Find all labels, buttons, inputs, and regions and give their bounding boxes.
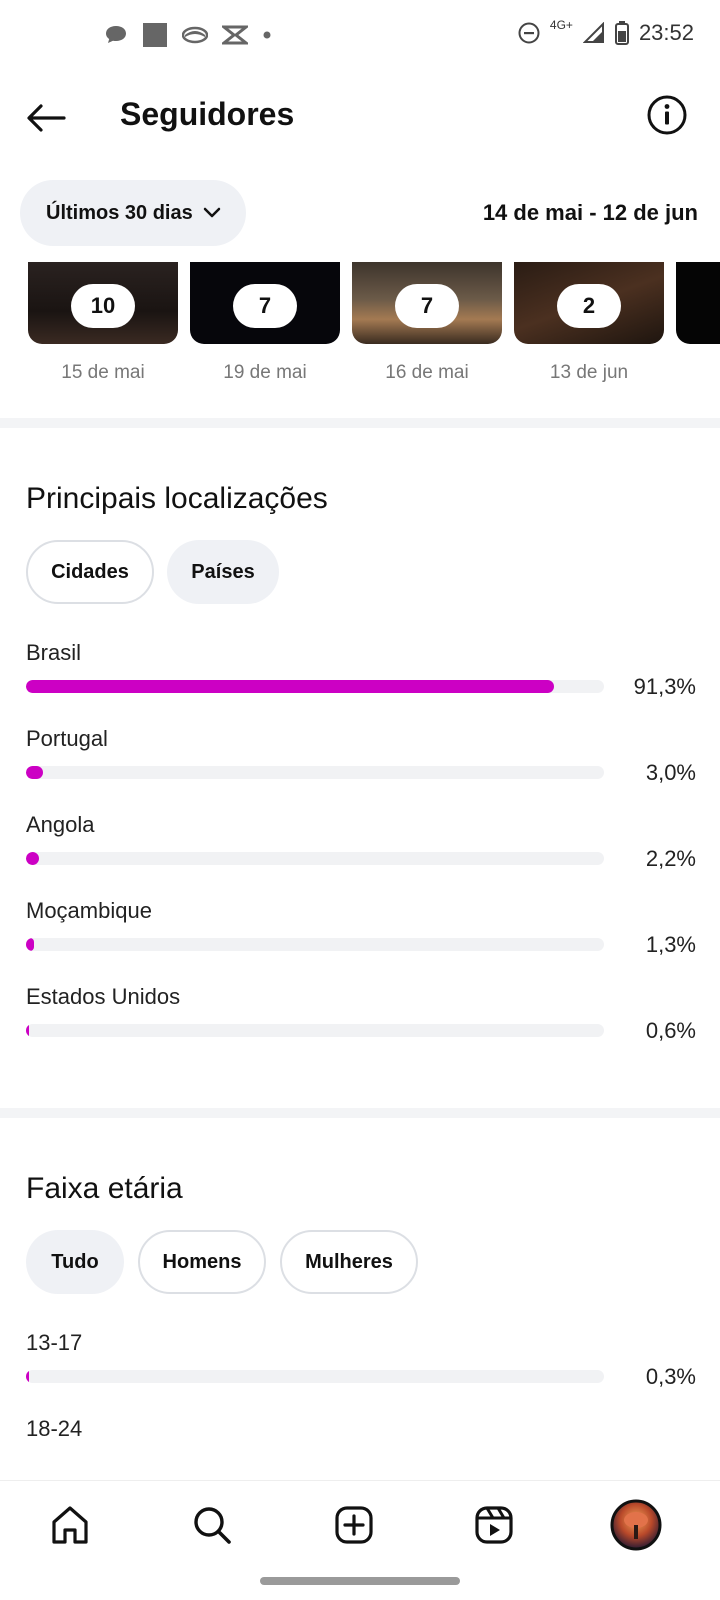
location-row: Brasil 91,3% bbox=[26, 640, 696, 720]
bar-fill bbox=[26, 1370, 29, 1383]
thumbnail-date: 15 de mai bbox=[61, 362, 145, 383]
content-thumbnail[interactable] bbox=[676, 262, 720, 344]
page-title: Seguidores bbox=[120, 96, 295, 132]
location-percent: 3,0% bbox=[645, 760, 696, 785]
location-name: Angola bbox=[26, 812, 95, 837]
age-row: 18-24 bbox=[26, 1416, 696, 1496]
info-icon bbox=[647, 95, 687, 135]
profile-avatar bbox=[610, 1499, 662, 1551]
create-icon bbox=[335, 1506, 373, 1544]
eye-icon bbox=[182, 26, 208, 44]
location-row: Portugal 3,0% bbox=[26, 726, 696, 806]
location-row: Angola 2,2% bbox=[26, 812, 696, 892]
dot-icon bbox=[263, 31, 271, 39]
do-not-disturb-icon bbox=[518, 22, 540, 44]
bar-track bbox=[26, 1370, 604, 1383]
chevron-down-icon bbox=[203, 207, 220, 218]
tab-men[interactable]: Homens bbox=[138, 1230, 266, 1294]
nav-create-button[interactable] bbox=[326, 1497, 382, 1553]
date-range: 14 de mai - 12 de jun bbox=[482, 200, 698, 225]
network-type: 4G+ bbox=[549, 18, 573, 32]
content-thumbnail[interactable]: 7 bbox=[352, 262, 502, 344]
tab-all[interactable]: Tudo bbox=[26, 1230, 124, 1294]
period-label: Últimos 30 dias bbox=[46, 201, 193, 224]
nav-profile-button[interactable] bbox=[608, 1497, 664, 1553]
age-row: 13-17 0,3% bbox=[26, 1330, 696, 1410]
content-thumbnail[interactable]: 2 bbox=[514, 262, 664, 344]
location-row: Moçambique 1,3% bbox=[26, 898, 696, 978]
location-percent: 2,2% bbox=[645, 846, 696, 871]
home-icon bbox=[52, 1506, 88, 1544]
bar-track bbox=[26, 766, 604, 779]
content-thumbnail[interactable]: 10 bbox=[28, 262, 178, 344]
notification-icons bbox=[104, 22, 272, 48]
location-percent: 1,3% bbox=[645, 932, 696, 957]
age-range: 13-17 bbox=[26, 1330, 83, 1355]
bar-track bbox=[26, 938, 604, 951]
location-name: Portugal bbox=[26, 726, 108, 751]
content-thumbnails: 10 15 de mai 7 19 de mai 7 16 de mai 2 1… bbox=[0, 262, 720, 412]
bottom-navigation bbox=[0, 1480, 720, 1600]
period-dropdown[interactable]: Últimos 30 dias bbox=[20, 180, 246, 246]
arrow-left-icon bbox=[27, 104, 66, 132]
location-name: Estados Unidos bbox=[26, 984, 181, 1009]
location-percent: 91,3% bbox=[633, 674, 696, 699]
locations-title: Principais localizações bbox=[26, 482, 328, 515]
follow-count-badge: 7 bbox=[233, 284, 297, 328]
content-thumbnail[interactable]: 7 bbox=[190, 262, 340, 344]
follow-count-badge: 7 bbox=[395, 284, 459, 328]
age-range: 18-24 bbox=[26, 1416, 83, 1441]
clock: 23:52 bbox=[638, 20, 694, 45]
section-divider bbox=[0, 1108, 720, 1118]
nav-search-button[interactable] bbox=[184, 1497, 240, 1553]
gesture-home-bar[interactable] bbox=[260, 1577, 460, 1585]
status-bar: 4G+ 23:52 bbox=[0, 0, 720, 72]
nav-home-button[interactable] bbox=[42, 1497, 98, 1553]
square-icon bbox=[143, 23, 167, 47]
tab-countries[interactable]: Países bbox=[167, 540, 279, 604]
tab-women[interactable]: Mulheres bbox=[280, 1230, 418, 1294]
bar-fill bbox=[26, 852, 39, 865]
age-percent: 0,3% bbox=[645, 1364, 696, 1389]
search-icon bbox=[194, 1507, 231, 1544]
location-name: Moçambique bbox=[26, 898, 152, 923]
location-row: Estados Unidos 0,6% bbox=[26, 984, 696, 1064]
info-button[interactable] bbox=[646, 94, 688, 136]
top-app-bar: Seguidores bbox=[0, 78, 720, 158]
back-button[interactable] bbox=[24, 98, 68, 138]
location-percent: 0,6% bbox=[645, 1018, 696, 1043]
signal-icon bbox=[582, 22, 604, 43]
section-divider bbox=[0, 418, 720, 428]
bar-track bbox=[26, 1024, 604, 1037]
tab-cities[interactable]: Cidades bbox=[26, 540, 154, 604]
nav-reels-button[interactable] bbox=[466, 1497, 522, 1553]
chat-bubble-icon bbox=[106, 26, 126, 43]
thumbnail-date: 13 de jun bbox=[549, 362, 629, 383]
battery-icon bbox=[614, 21, 629, 45]
bar-fill bbox=[26, 938, 34, 951]
capcut-icon bbox=[222, 25, 248, 45]
follow-count-badge: 10 bbox=[71, 284, 135, 328]
bar-fill bbox=[26, 1024, 30, 1037]
thumbnail-date: 19 de mai bbox=[223, 362, 307, 383]
bar-fill bbox=[26, 766, 44, 779]
thumbnail-date: 16 de mai bbox=[385, 362, 469, 383]
follow-count-badge: 2 bbox=[557, 284, 621, 328]
bar-fill bbox=[26, 680, 554, 693]
bar-track bbox=[26, 680, 604, 693]
location-name: Brasil bbox=[26, 640, 82, 665]
reels-icon bbox=[475, 1506, 513, 1544]
system-status: 4G+ 23:52 bbox=[518, 18, 694, 46]
age-title: Faixa etária bbox=[26, 1172, 183, 1205]
bar-track bbox=[26, 852, 604, 865]
